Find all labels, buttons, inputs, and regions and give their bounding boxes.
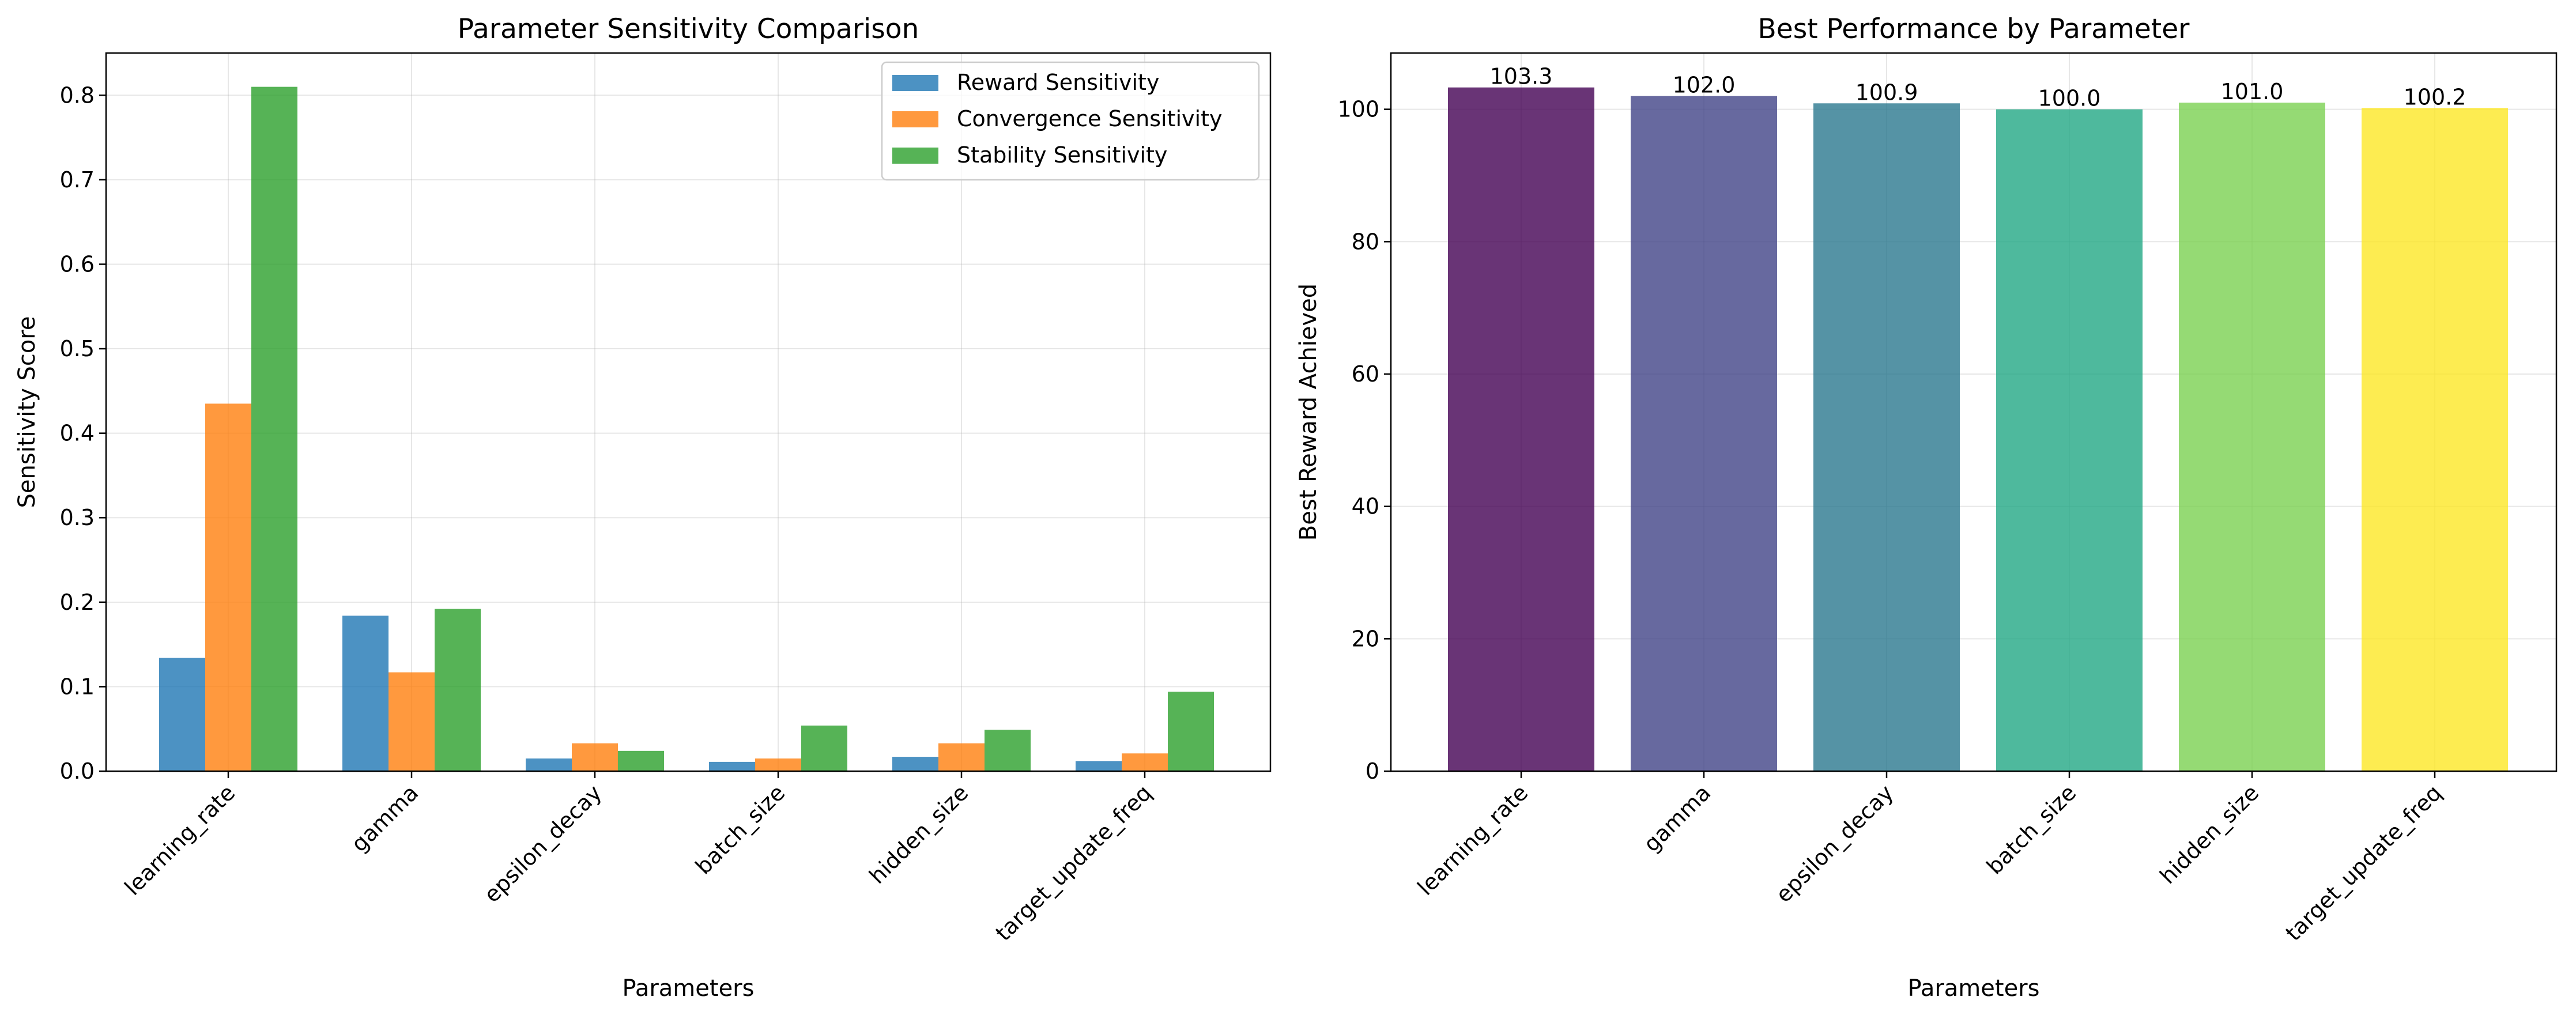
- chart-title: Best Performance by Parameter: [1758, 13, 2190, 45]
- y-tick-label: 0.5: [60, 336, 95, 361]
- y-tick-label: 60: [1352, 361, 1379, 387]
- legend: Reward Sensitivity Convergence Sensitivit…: [881, 61, 1260, 181]
- y-tick-label: 0.2: [60, 590, 95, 615]
- legend-label-reward-sensitivity: Reward Sensitivity: [957, 70, 1159, 95]
- y-tick-label: 0.7: [60, 167, 95, 193]
- bar-stability-sensitivity-batch-size: [801, 725, 847, 771]
- data-label-hidden-size: 101.0: [2221, 79, 2284, 104]
- legend-label-convergence-sensitivity: Convergence Sensitivity: [957, 106, 1222, 131]
- bar-stability-sensitivity-gamma: [435, 609, 481, 771]
- bar-reward-sensitivity-target-update-freq: [1076, 761, 1122, 771]
- y-tick-label: 0.6: [60, 251, 95, 277]
- bar-reward-sensitivity-gamma: [342, 616, 389, 771]
- bar-epsilon-decay: [1813, 103, 1960, 771]
- y-axis-label: Sensitivity Score: [14, 316, 40, 508]
- legend-swatch-convergence-sensitivity: [892, 111, 938, 127]
- data-label-batch-size: 100.0: [2038, 86, 2101, 111]
- y-axis-label: Best Reward Achieved: [1295, 284, 1322, 541]
- y-tick-label: 20: [1352, 626, 1379, 651]
- bar-learning-rate: [1448, 87, 1594, 772]
- bar-reward-sensitivity-batch-size: [709, 761, 755, 771]
- data-label-epsilon-decay: 100.9: [1855, 80, 1918, 105]
- y-tick-label: 0.1: [60, 674, 95, 699]
- y-tick-label: 0: [1366, 758, 1379, 784]
- bar-reward-sensitivity-epsilon-decay: [526, 758, 572, 771]
- bar-convergence-sensitivity-learning-rate: [205, 403, 251, 771]
- bar-batch-size: [1996, 109, 2143, 771]
- y-tick-label: 0.3: [60, 505, 95, 530]
- data-label-gamma: 102.0: [1673, 73, 1736, 98]
- bar-stability-sensitivity-epsilon-decay: [618, 750, 664, 771]
- legend-label-stability-sensitivity: Stability Sensitivity: [957, 142, 1167, 168]
- data-label-learning-rate: 103.3: [1490, 64, 1553, 89]
- chart-title: Parameter Sensitivity Comparison: [458, 13, 919, 45]
- legend-box: [881, 61, 1260, 181]
- bar-convergence-sensitivity-gamma: [389, 672, 435, 771]
- bar-stability-sensitivity-learning-rate: [251, 86, 297, 772]
- y-tick-label: 0.8: [60, 82, 95, 108]
- bar-target-update-freq: [2362, 108, 2508, 771]
- x-axis-label: Parameters: [1908, 975, 2040, 1002]
- y-tick-label: 100: [1337, 97, 1379, 122]
- y-tick-label: 0.0: [60, 758, 95, 784]
- bar-convergence-sensitivity-epsilon-decay: [572, 743, 618, 771]
- data-label-target-update-freq: 100.2: [2404, 84, 2466, 110]
- legend-swatch-stability-sensitivity: [892, 148, 938, 164]
- bar-stability-sensitivity-hidden-size: [985, 730, 1031, 771]
- y-tick-label: 40: [1352, 494, 1379, 519]
- x-axis-label: Parameters: [623, 975, 755, 1002]
- bar-reward-sensitivity-learning-rate: [159, 658, 205, 771]
- y-tick-label: 80: [1352, 229, 1379, 254]
- legend-swatch-reward-sensitivity: [892, 75, 938, 91]
- bar-convergence-sensitivity-batch-size: [755, 758, 801, 771]
- bar-convergence-sensitivity-hidden-size: [938, 743, 985, 771]
- bar-stability-sensitivity-target-update-freq: [1168, 692, 1214, 771]
- bar-hidden-size: [2179, 103, 2325, 771]
- bar-gamma: [1631, 96, 1777, 772]
- bar-reward-sensitivity-hidden-size: [892, 757, 938, 771]
- y-tick-label: 0.4: [60, 421, 95, 446]
- bar-convergence-sensitivity-target-update-freq: [1122, 753, 1168, 771]
